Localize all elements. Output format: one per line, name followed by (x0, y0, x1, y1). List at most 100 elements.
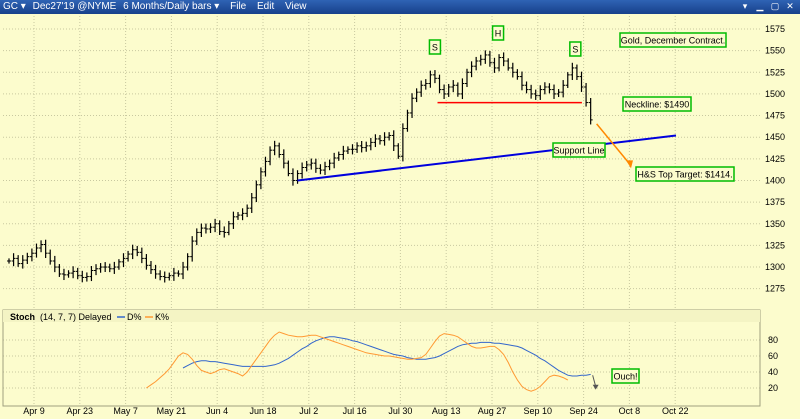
price-bar (295, 170, 300, 184)
maximize-icon[interactable]: ▢ (770, 1, 780, 11)
price-bar (208, 223, 213, 234)
y-tick-label: 1550 (765, 46, 785, 56)
ouch-label: Ouch! (611, 368, 640, 384)
price-bar (185, 253, 190, 271)
head-label-text: H (495, 29, 502, 39)
stoch-y-tick-label: 80 (768, 335, 778, 345)
window-menu-icon[interactable]: ▾ (742, 1, 748, 11)
price-bar (153, 264, 158, 279)
target-arrow-head (626, 160, 633, 169)
price-bar (94, 264, 99, 276)
price-bar (181, 261, 186, 280)
price-bar (29, 248, 34, 262)
price-bar (66, 270, 71, 278)
price-bar (176, 270, 181, 277)
price-bar (515, 69, 520, 80)
price-bar (341, 145, 346, 160)
ouch-label-text: Ouch! (613, 372, 637, 382)
price-bar (304, 160, 309, 172)
price-bar (43, 239, 48, 259)
stoch-y-tick-label: 40 (768, 367, 778, 377)
y-tick-label: 1400 (765, 175, 785, 185)
price-bar (465, 68, 469, 88)
price-bar (80, 270, 85, 283)
price-bar (538, 85, 543, 100)
x-tick-label: Oct 22 (662, 406, 689, 416)
price-bar (130, 244, 135, 260)
price-bar (419, 80, 424, 97)
price-bar (34, 243, 39, 258)
price-bar (263, 156, 268, 177)
price-bar (396, 143, 401, 159)
price-bar (519, 71, 524, 91)
minimize-icon[interactable]: ▁ (756, 1, 764, 11)
price-bar (556, 89, 561, 98)
menu-view[interactable]: View (285, 1, 307, 12)
contract-label: Dec27'19 @NYME (32, 1, 117, 12)
window-title-bar: GC ▾ Dec27'19 @NYME 6 Months/Daily bars … (0, 0, 800, 14)
price-bar (570, 62, 575, 81)
price-bar (355, 142, 360, 153)
support-label: Support Line (552, 142, 606, 158)
price-bar (286, 160, 291, 177)
menu-edit[interactable]: Edit (257, 1, 275, 12)
price-bar (249, 193, 254, 213)
price-bar (98, 263, 103, 273)
y-tick-label: 1275 (765, 284, 785, 294)
contract-note: Gold, December Contract. (619, 32, 727, 48)
x-tick-label: May 21 (157, 406, 187, 416)
chart-canvas: 1275 1300 1325 1350 1375 1400 1425 1450 1475 1500… (0, 14, 800, 419)
y-tick-label: 1325 (765, 240, 785, 250)
price-bar (588, 97, 593, 125)
y-tick-label: 1375 (765, 197, 785, 207)
price-bar (162, 271, 167, 283)
y-tick-label: 1475 (765, 111, 785, 121)
price-bar (52, 255, 57, 273)
price-bar (300, 162, 305, 179)
price-bar (258, 167, 263, 190)
y-tick-label: 1350 (765, 219, 785, 229)
price-bar (126, 250, 131, 262)
stoch-y-tick-label: 60 (768, 351, 778, 361)
price-bar (437, 74, 442, 94)
x-tick-label: Jun 18 (249, 406, 276, 416)
price-bar (451, 80, 456, 93)
stoch-title: Stoch (10, 312, 35, 322)
price-bar (217, 220, 222, 236)
x-tick-label: Aug 13 (432, 406, 461, 416)
price-bar (483, 50, 488, 64)
price-bar (144, 254, 149, 270)
target-arrow (596, 123, 631, 165)
symbol-dropdown[interactable]: GC ▾ (3, 1, 26, 12)
price-bar (39, 240, 44, 253)
price-bar (236, 212, 240, 220)
price-bar (428, 70, 433, 88)
price-bar (158, 270, 163, 281)
price-bar (446, 83, 451, 97)
price-bar (16, 255, 21, 267)
price-bar (167, 272, 172, 281)
price-bar (61, 268, 66, 281)
price-bar (268, 146, 273, 166)
chart-background (0, 14, 800, 419)
price-bar (245, 204, 250, 218)
x-tick-label: Jul 30 (388, 406, 412, 416)
price-bar (116, 259, 121, 270)
price-bar (400, 123, 405, 162)
timeframe-dropdown[interactable]: 6 Months/Daily bars ▾ (123, 1, 220, 12)
price-bar (469, 61, 474, 78)
price-bar (313, 158, 318, 173)
price-bar (501, 52, 506, 67)
price-bar (290, 168, 295, 186)
price-bar (487, 50, 492, 67)
price-bar (442, 84, 447, 99)
close-icon[interactable]: ✕ (786, 1, 794, 11)
x-tick-label: Jul 16 (343, 406, 367, 416)
price-bar (492, 57, 497, 73)
x-tick-label: Sep 24 (569, 406, 598, 416)
menu-file[interactable]: File (230, 1, 247, 12)
price-bar (565, 72, 570, 88)
price-bar (240, 208, 245, 221)
price-bar (405, 109, 410, 132)
